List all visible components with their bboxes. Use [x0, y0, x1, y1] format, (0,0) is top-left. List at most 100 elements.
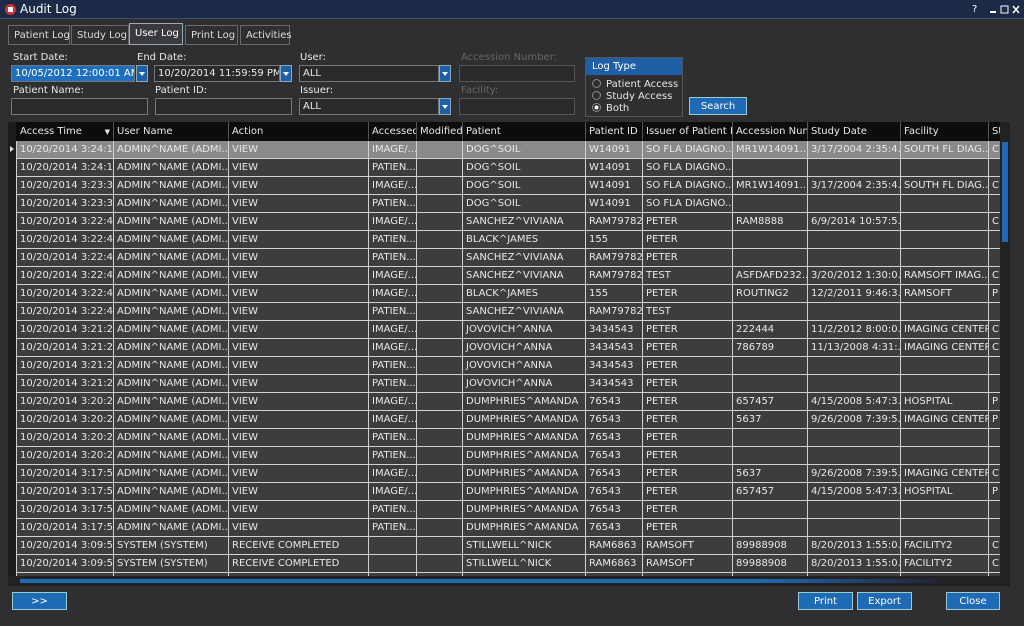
issuer-dropdown[interactable] — [439, 98, 451, 115]
table-row[interactable]: 10/20/2014 3:17:5... ADMIN^NAME (ADMI... V… — [16, 500, 1001, 519]
table-cell: ROUTING2 — [732, 284, 808, 303]
table-row[interactable]: 10/20/2014 3:22:4... ADMIN^NAME (ADMI... V… — [16, 284, 1001, 303]
table-cell — [732, 446, 808, 465]
table-cell — [900, 500, 989, 519]
table-cell: ADMIN^NAME (ADMI... — [113, 320, 229, 339]
table-row[interactable]: 10/20/2014 3:20:2... ADMIN^NAME (ADMI... V… — [16, 446, 1001, 465]
table-cell — [416, 536, 463, 555]
table-cell: 3/20/2012 1:30:0... — [807, 266, 901, 285]
table-row[interactable]: 10/20/2014 3:21:2... ADMIN^NAME (ADMI... V… — [16, 338, 1001, 357]
table-row[interactable]: 10/20/2014 3:20:2... ADMIN^NAME (ADMI... V… — [16, 392, 1001, 411]
end-date-input[interactable]: 10/20/2014 11:59:59 PM — [154, 65, 280, 82]
close-button[interactable]: Close — [946, 592, 1000, 610]
end-date-label: End Date: — [137, 52, 187, 63]
issuer-select[interactable]: ALL — [299, 98, 439, 115]
table-row[interactable]: 10/20/2014 3:22:4... ADMIN^NAME (ADMI... V… — [16, 212, 1001, 231]
table-cell: PATIEN... — [368, 374, 417, 393]
column-header[interactable]: Patient — [462, 122, 586, 141]
print-button[interactable]: Print — [798, 592, 853, 610]
start-date-input[interactable]: 10/05/2012 12:00:01 AM — [11, 65, 135, 82]
horizontal-scrollbar[interactable] — [8, 576, 1010, 586]
radio-option[interactable]: Study Access — [592, 91, 672, 102]
tab[interactable]: User Log — [129, 23, 183, 45]
table-row[interactable]: 10/20/2014 3:22:4... ADMIN^NAME (ADMI... V… — [16, 230, 1001, 249]
table-cell — [900, 356, 989, 375]
column-header[interactable]: Issuer of Patient ID — [642, 122, 733, 141]
table-row[interactable]: 10/20/2014 3:21:2... ADMIN^NAME (ADMI... V… — [16, 320, 1001, 339]
column-header[interactable]: Action — [228, 122, 369, 141]
column-header[interactable]: User Name — [113, 122, 229, 141]
table-row[interactable]: 10/20/2014 3:09:5... SYSTEM (SYSTEM) RECEI… — [16, 554, 1001, 573]
table-row[interactable]: 10/20/2014 3:09:5... SYSTEM (SYSTEM) RECEI… — [16, 536, 1001, 555]
table-cell: RAMSOFT IMAG... — [900, 266, 989, 285]
table-row[interactable]: 10/20/2014 3:22:4... ADMIN^NAME (ADMI... V… — [16, 248, 1001, 267]
table-row[interactable]: 10/20/2014 3:21:2... ADMIN^NAME (ADMI... V… — [16, 356, 1001, 375]
table-cell: 10/20/2014 3:17:5... — [16, 464, 114, 483]
table-cell — [416, 194, 463, 213]
table-cell: DOG^SOIL — [462, 140, 586, 159]
column-header[interactable]: Patient ID — [585, 122, 643, 141]
end-date-dropdown[interactable] — [280, 65, 292, 82]
table-cell: ADMIN^NAME (ADMI... — [113, 176, 229, 195]
tab[interactable]: Activities — [240, 25, 292, 45]
column-header[interactable]: Modified — [416, 122, 463, 141]
table-cell: PATIEN... — [368, 158, 417, 177]
table-cell: PATIEN... — [368, 230, 417, 249]
table-cell: FACILITY2 — [900, 536, 989, 555]
search-button[interactable]: Search — [689, 97, 747, 115]
table-cell: ADMIN^NAME (ADMI... — [113, 518, 229, 537]
patient-name-input[interactable] — [11, 98, 148, 115]
table-cell: IMAGE/... — [368, 392, 417, 411]
radio-button[interactable] — [592, 103, 601, 112]
table-row[interactable]: 10/20/2014 3:23:3... ADMIN^NAME (ADMI... V… — [16, 176, 1001, 195]
table-row[interactable]: 10/20/2014 3:17:5... ADMIN^NAME (ADMI... V… — [16, 482, 1001, 501]
table-row[interactable]: 10/20/2014 3:22:4... ADMIN^NAME (ADMI... V… — [16, 302, 1001, 321]
user-select[interactable]: ALL — [299, 65, 439, 82]
export-button[interactable]: Export — [857, 592, 912, 610]
table-cell: DOG^SOIL — [462, 194, 586, 213]
column-header[interactable]: Study Date — [807, 122, 901, 141]
table-row[interactable]: 10/20/2014 3:21:2... ADMIN^NAME (ADMI... V… — [16, 374, 1001, 393]
table-cell — [988, 248, 1001, 267]
radio-button[interactable] — [592, 91, 601, 100]
table-cell: IMAGE/... — [368, 464, 417, 483]
table-row[interactable]: 10/20/2014 3:22:4... ADMIN^NAME (ADMI... V… — [16, 266, 1001, 285]
column-header[interactable]: Accession Numb — [732, 122, 808, 141]
table-cell: ADMIN^NAME (ADMI... — [113, 284, 229, 303]
table-row[interactable]: 10/20/2014 3:20:2... ADMIN^NAME (ADMI... V… — [16, 410, 1001, 429]
radio-button[interactable] — [592, 79, 601, 88]
column-header[interactable]: Facility — [900, 122, 989, 141]
window-controls[interactable] — [988, 4, 1022, 15]
table-cell: RAM6863 — [585, 536, 643, 555]
table-cell — [988, 518, 1001, 537]
patient-id-input[interactable] — [155, 98, 292, 115]
column-header[interactable]: Access Time ▼ — [16, 122, 114, 141]
table-cell: C — [988, 338, 1001, 357]
table-row[interactable]: 10/20/2014 3:23:3... ADMIN^NAME (ADMI... V… — [16, 194, 1001, 213]
table-cell: PATIEN... — [368, 248, 417, 267]
table-cell — [988, 194, 1001, 213]
tab[interactable]: Patient Log — [8, 25, 70, 45]
table-cell: DUMPHRIES^AMANDA — [462, 518, 586, 537]
table-row[interactable]: 10/20/2014 3:20:2... ADMIN^NAME (ADMI... V… — [16, 428, 1001, 447]
table-row[interactable]: 10/20/2014 3:17:5... ADMIN^NAME (ADMI... V… — [16, 518, 1001, 537]
table-row[interactable]: 10/20/2014 3:24:1... ADMIN^NAME (ADMI... V… — [16, 140, 1001, 159]
table-row[interactable]: 10/20/2014 3:24:1... ADMIN^NAME (ADMI... V… — [16, 158, 1001, 177]
user-dropdown[interactable] — [439, 65, 451, 82]
start-date-dropdown[interactable] — [136, 65, 148, 82]
radio-option[interactable]: Patient Access — [592, 79, 678, 90]
table-cell — [416, 518, 463, 537]
column-header[interactable]: St — [988, 122, 1001, 141]
expand-button[interactable]: >> — [12, 592, 67, 610]
tab[interactable]: Study Log — [71, 25, 129, 45]
radio-option[interactable]: Both — [592, 103, 629, 114]
tab[interactable]: Print Log — [185, 25, 238, 45]
help-button[interactable]: ? — [972, 4, 978, 15]
table-row[interactable]: 10/20/2014 3:17:5... ADMIN^NAME (ADMI... V… — [16, 464, 1001, 483]
vertical-scrollbar[interactable] — [1000, 122, 1010, 576]
table-cell — [732, 230, 808, 249]
table-cell — [368, 554, 417, 573]
column-header[interactable]: Accessed — [368, 122, 417, 141]
table-cell — [732, 518, 808, 537]
